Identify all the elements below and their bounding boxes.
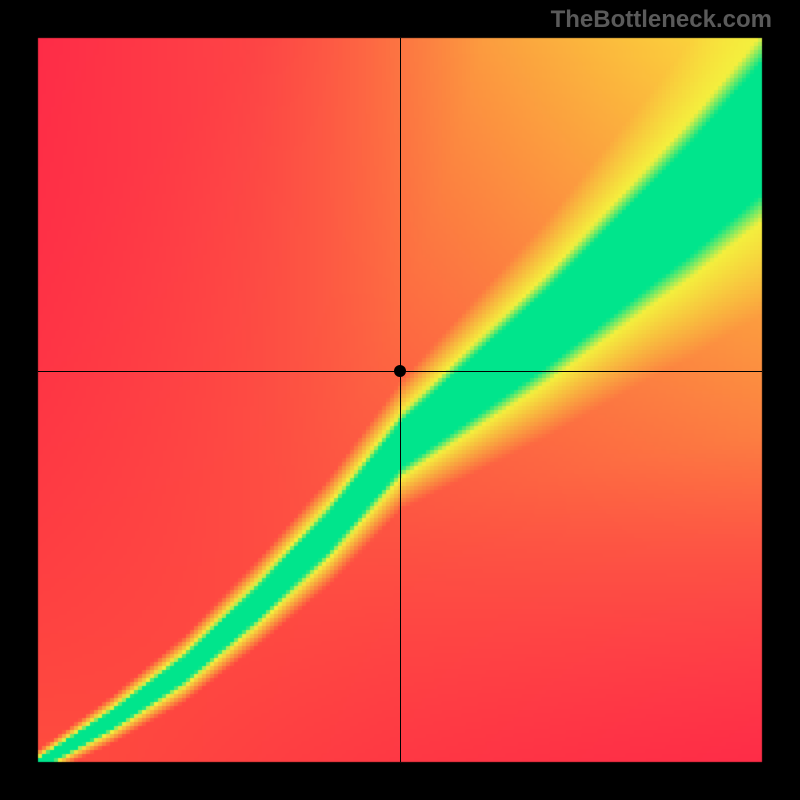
crosshair-marker [394,365,406,377]
bottleneck-heatmap: TheBottleneck.com [0,0,800,800]
watermark-text: TheBottleneck.com [551,6,772,34]
crosshair-vertical [400,38,401,762]
